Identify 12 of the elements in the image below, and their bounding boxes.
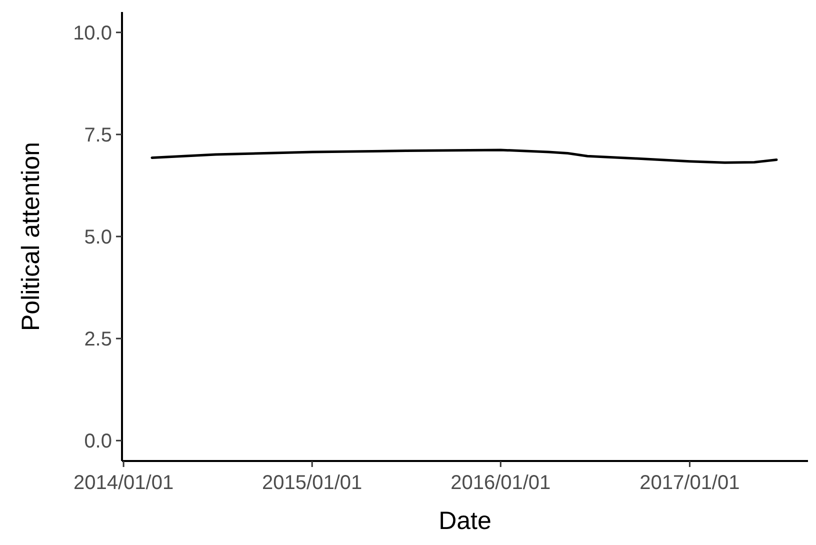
x-axis-title: Date bbox=[438, 507, 492, 535]
x-tick-label: 2014/01/01 bbox=[73, 472, 174, 494]
y-tick-label: 2.5 bbox=[84, 328, 112, 351]
y-axis-title: Political attention bbox=[16, 142, 45, 332]
y-tick-label: 5.0 bbox=[84, 226, 112, 248]
line-series bbox=[150, 148, 778, 164]
x-tick-label: 2016/01/01 bbox=[450, 472, 551, 494]
y-tick-label: 7.5 bbox=[84, 124, 112, 146]
y-tick-label: 10.0 bbox=[73, 22, 112, 44]
x-tick-label: 2015/01/01 bbox=[262, 472, 362, 494]
x-tick-label: 2017/01/01 bbox=[640, 472, 740, 494]
y-tick-label: 0.0 bbox=[84, 430, 112, 453]
